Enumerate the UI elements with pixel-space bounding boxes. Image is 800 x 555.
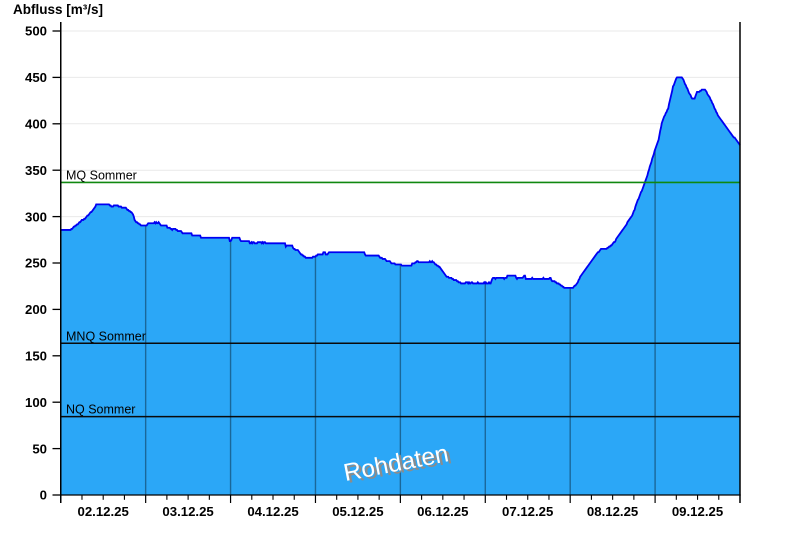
svg-text:06.12.25: 06.12.25 xyxy=(417,504,468,519)
svg-text:NQ Sommer: NQ Sommer xyxy=(66,403,135,417)
svg-text:03.12.25: 03.12.25 xyxy=(162,504,213,519)
svg-text:100: 100 xyxy=(25,395,47,410)
svg-text:0: 0 xyxy=(40,488,47,503)
svg-text:04.12.25: 04.12.25 xyxy=(247,504,298,519)
svg-text:150: 150 xyxy=(25,349,47,364)
svg-text:300: 300 xyxy=(25,209,47,224)
svg-text:50: 50 xyxy=(32,441,47,456)
svg-text:MQ Sommer: MQ Sommer xyxy=(66,168,137,182)
svg-text:400: 400 xyxy=(25,117,47,132)
svg-text:05.12.25: 05.12.25 xyxy=(332,504,383,519)
svg-text:Abfluss [m³/s]: Abfluss [m³/s] xyxy=(13,2,103,17)
svg-text:250: 250 xyxy=(25,256,47,271)
svg-text:200: 200 xyxy=(25,302,47,317)
svg-text:08.12.25: 08.12.25 xyxy=(587,504,638,519)
svg-text:07.12.25: 07.12.25 xyxy=(502,504,553,519)
svg-text:500: 500 xyxy=(25,24,47,39)
svg-text:MNQ Sommer: MNQ Sommer xyxy=(66,329,146,343)
svg-text:350: 350 xyxy=(25,163,47,178)
svg-text:09.12.25: 09.12.25 xyxy=(672,504,723,519)
svg-text:02.12.25: 02.12.25 xyxy=(78,504,129,519)
svg-text:450: 450 xyxy=(25,70,47,85)
